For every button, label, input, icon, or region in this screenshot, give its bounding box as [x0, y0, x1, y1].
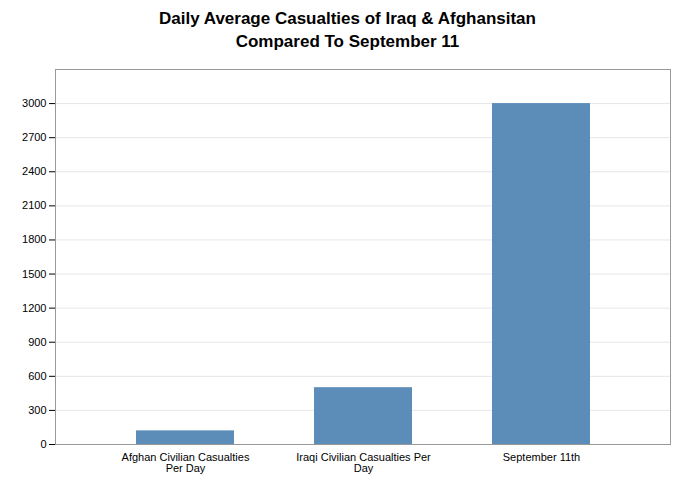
svg-text:0: 0: [40, 438, 46, 450]
svg-text:1200: 1200: [22, 302, 46, 314]
svg-text:1500: 1500: [22, 267, 46, 279]
html-text:Daily Average Casualties of Ir: Daily Average Casualties of Iraq & Afgha…: [159, 9, 536, 51]
svg-text:2400: 2400: [22, 165, 46, 177]
svg-text:2100: 2100: [22, 199, 46, 211]
svg-text:300: 300: [28, 404, 46, 416]
svg-text:600: 600: [28, 370, 46, 382]
svg-text:September 11th: September 11th: [503, 451, 580, 463]
svg-text:900: 900: [28, 336, 46, 348]
svg-text:Afghan Civilian CasualtiesPer: Afghan Civilian CasualtiesPer Day: [122, 451, 250, 474]
svg-text:Iraqi Civilian Casualties PerD: Iraqi Civilian Casualties PerDay: [296, 451, 431, 474]
svg-text:2700: 2700: [22, 131, 46, 143]
svg-text:1800: 1800: [22, 233, 46, 245]
svg-text:3000: 3000: [22, 97, 46, 109]
